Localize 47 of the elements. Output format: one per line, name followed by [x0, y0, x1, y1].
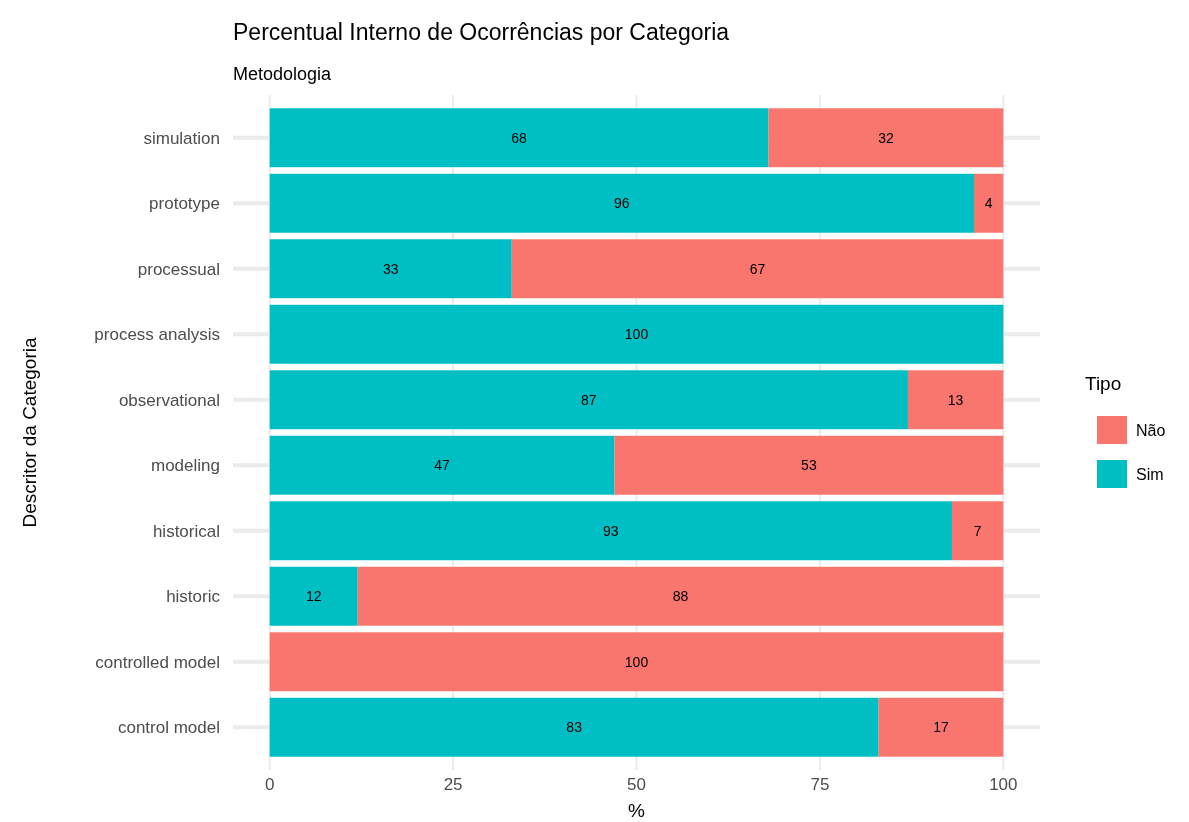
data-label: 93: [603, 522, 619, 539]
x-tick-label: 100: [989, 775, 1018, 794]
data-label: 67: [749, 260, 766, 277]
data-label: 4: [984, 195, 993, 212]
y-tick-label: processual: [137, 259, 220, 279]
bar: [878, 697, 1004, 757]
chart-title: Percentual Interno de Ocorrências por Categoria: [233, 19, 730, 45]
y-tick-label: process analysis: [94, 325, 220, 345]
bar: [269, 566, 358, 626]
bar: [951, 501, 1004, 561]
y-tick-label: prototype: [149, 194, 220, 214]
y-tick-label: simulation: [143, 128, 220, 148]
bar: [269, 239, 512, 299]
data-label: 17: [933, 719, 949, 736]
data-label: 83: [566, 719, 583, 736]
y-tick-label: historic: [166, 587, 221, 607]
legend-label: Sim: [1136, 465, 1164, 483]
legend-title: Tipo: [1085, 373, 1122, 394]
x-tick-label: 0: [264, 775, 275, 794]
x-tick-label: 75: [810, 775, 830, 794]
y-tick-label: control model: [117, 718, 220, 738]
data-label: 33: [382, 260, 399, 277]
x-tick-label: 25: [443, 775, 463, 794]
data-label: 96: [614, 195, 630, 212]
y-tick-label: observational: [118, 390, 220, 410]
data-label: 12: [305, 588, 322, 605]
data-label: 13: [947, 391, 964, 408]
data-label: 100: [624, 653, 649, 670]
x-axis-title: %: [628, 800, 646, 821]
data-label: 53: [801, 457, 817, 474]
bar: [907, 370, 1004, 430]
y-tick-label: historical: [152, 521, 220, 541]
bar: [973, 173, 1004, 233]
data-label: 100: [624, 326, 649, 343]
data-label: 32: [878, 129, 894, 146]
y-tick-label: modeling: [151, 456, 220, 476]
data-label: 68: [511, 129, 528, 146]
y-axis-title: Descritor da Categoria: [19, 337, 40, 528]
data-label: 88: [672, 588, 689, 605]
data-label: 47: [434, 457, 451, 474]
y-tick-label: controlled model: [95, 652, 220, 672]
x-tick-label: 50: [627, 775, 646, 794]
data-label: 7: [973, 522, 982, 539]
legend-label: Não: [1136, 421, 1166, 439]
bar: [768, 108, 1004, 168]
chart-subtitle: Metodologia: [233, 64, 333, 84]
data-label: 87: [581, 391, 597, 408]
